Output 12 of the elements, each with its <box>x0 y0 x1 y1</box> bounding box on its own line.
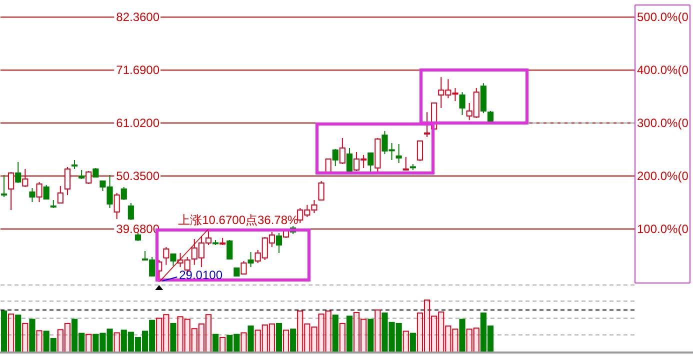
y-tick-label: 50.3500 <box>116 169 160 184</box>
annotation: 29.0100 <box>179 268 223 282</box>
annotation: 上涨10.6700点36.78% <box>178 212 299 227</box>
y-tick-label: 71.6900 <box>116 63 160 78</box>
y-tick-label: 39.6800 <box>116 222 160 236</box>
text: 200.0%(0 <box>637 169 689 184</box>
text: 500.0%(0 <box>637 10 689 24</box>
y-tick-label: 82.3600 <box>116 10 160 24</box>
y-tick-label: 61.0200 <box>116 116 160 130</box>
text: 300.0%(0 <box>637 116 689 130</box>
text: 400.0%(0 <box>637 63 689 78</box>
text: 100.0%(0 <box>637 222 689 236</box>
